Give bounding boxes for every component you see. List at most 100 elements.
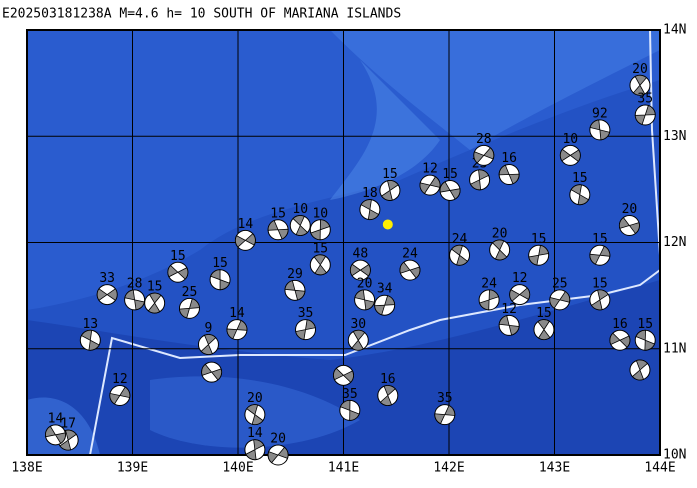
- focal-mechanism: [589, 289, 611, 311]
- depth-label: 12: [512, 271, 528, 286]
- depth-label: 35: [437, 391, 453, 406]
- compression: [619, 216, 640, 235]
- focal-mechanism: [234, 229, 256, 251]
- depth-label: 10: [562, 132, 578, 147]
- depth-label: 15: [382, 167, 398, 182]
- compression: [45, 425, 66, 444]
- depth-label: 18: [362, 186, 378, 201]
- compression: [419, 176, 441, 195]
- compression: [470, 169, 490, 191]
- depth-label: 15: [442, 167, 458, 182]
- focal-mechanism: [434, 404, 456, 426]
- depth-label: 25: [552, 276, 568, 291]
- depth-label: 30: [350, 317, 366, 332]
- focal-mechanism: [498, 314, 520, 336]
- focal-mechanism: [374, 294, 396, 316]
- compression: [498, 315, 520, 336]
- compression: [434, 405, 456, 425]
- compression: [570, 184, 590, 206]
- compression: [333, 367, 354, 383]
- focal-mechanism: [349, 259, 371, 281]
- focal-mechanism: [226, 319, 248, 341]
- focal-mechanism: [359, 199, 381, 221]
- depth-label: 16: [612, 317, 628, 332]
- focal-mechanism: [244, 404, 266, 426]
- focal-mechanism: [144, 292, 166, 314]
- depth-label: 15: [270, 206, 286, 221]
- depth-label: 15: [147, 280, 163, 295]
- compression: [80, 329, 100, 351]
- depth-label: 24: [402, 247, 418, 262]
- depth-label: 14: [229, 306, 245, 321]
- compression: [374, 295, 396, 316]
- focal-mechanism: [197, 334, 219, 355]
- focal-mechanism: [44, 424, 66, 446]
- depth-label: 15: [212, 256, 228, 271]
- focal-mechanism: [309, 219, 331, 241]
- compression: [350, 263, 371, 277]
- title: E202503181238A M=4.6 h= 10 SOUTH OF MARI…: [2, 7, 401, 22]
- lon-label: 140E: [222, 461, 253, 476]
- focal-mechanism: [473, 144, 495, 166]
- compression: [267, 220, 289, 240]
- compression: [351, 329, 366, 351]
- depth-label: 20: [492, 226, 508, 241]
- focal-mechanism: [618, 215, 640, 236]
- focal-mechanism: [295, 319, 317, 341]
- depth-label: 15: [592, 276, 608, 291]
- depth-label: 12: [112, 372, 128, 387]
- depth-label: 20: [632, 62, 648, 77]
- compression: [492, 239, 508, 261]
- focal-mechanism: [528, 244, 550, 266]
- focal-mechanism: [419, 174, 441, 196]
- compression: [379, 385, 396, 406]
- depth-label: 35: [637, 92, 653, 107]
- focal-mechanism: [489, 239, 511, 261]
- compression: [313, 254, 328, 276]
- focal-mechanism: [509, 284, 531, 306]
- compression: [360, 199, 380, 220]
- focal-mechanism: [609, 329, 631, 351]
- compression: [559, 148, 581, 162]
- depth-label: 24: [452, 232, 468, 247]
- focal-mechanism: [289, 215, 311, 236]
- compression: [245, 439, 265, 461]
- compression: [473, 147, 495, 164]
- lon-label: 141E: [328, 461, 359, 476]
- depth-label: 48: [353, 247, 369, 262]
- focal-mechanism: [109, 385, 131, 406]
- compression: [537, 319, 551, 340]
- focal-mechanism: [559, 144, 581, 166]
- depth-label: 15: [170, 249, 186, 264]
- focal-mechanism: [209, 269, 231, 291]
- depth-label: 12: [422, 162, 438, 177]
- depth-label: 10: [292, 202, 308, 217]
- compression: [399, 261, 421, 279]
- compression: [109, 386, 131, 405]
- lat-label: 14N: [663, 23, 686, 38]
- depth-label: 20: [357, 276, 373, 291]
- compression: [632, 74, 648, 96]
- focal-mechanism: [201, 361, 223, 383]
- focal-mechanism: [167, 261, 189, 283]
- depth-label: 15: [312, 241, 328, 256]
- depth-label: 15: [592, 232, 608, 247]
- depth-label: 15: [572, 171, 588, 186]
- depth-label: 15: [536, 306, 552, 321]
- depth-label: 34: [377, 282, 393, 297]
- compression: [284, 280, 306, 301]
- focal-mechanism: [629, 74, 651, 96]
- epicenter: [382, 219, 393, 230]
- depth-label: 20: [247, 391, 263, 406]
- compression: [59, 429, 77, 451]
- depth-label: 24: [481, 276, 497, 291]
- compression: [451, 244, 469, 266]
- focal-mechanism: [244, 439, 266, 461]
- depth-label: 15: [531, 232, 547, 247]
- focal-mechanism: [589, 119, 611, 141]
- lon-label: 144E: [644, 461, 675, 476]
- focal-mechanism: [589, 244, 611, 266]
- focal-mechanism: [377, 385, 399, 406]
- focal-mechanism: [634, 329, 656, 351]
- depth-label: 29: [287, 267, 303, 282]
